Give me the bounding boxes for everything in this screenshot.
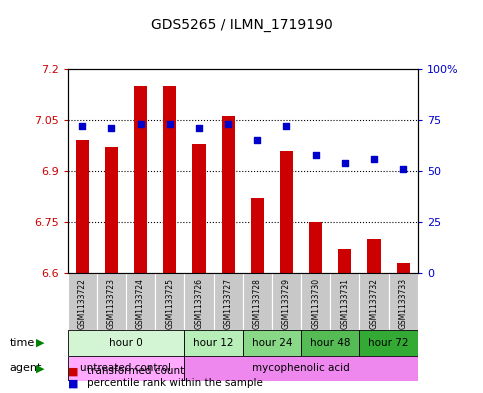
Text: GSM1133732: GSM1133732	[369, 278, 379, 329]
Text: GSM1133723: GSM1133723	[107, 278, 116, 329]
Text: hour 24: hour 24	[252, 338, 292, 348]
Text: hour 72: hour 72	[369, 338, 409, 348]
Text: hour 48: hour 48	[310, 338, 351, 348]
Text: GSM1133725: GSM1133725	[165, 278, 174, 329]
Text: percentile rank within the sample: percentile rank within the sample	[87, 378, 263, 388]
Point	[78, 123, 86, 129]
Text: GSM1133722: GSM1133722	[78, 278, 87, 329]
Bar	[309, 222, 322, 273]
Point	[224, 121, 232, 127]
Text: ▶: ▶	[36, 338, 45, 348]
Point	[399, 166, 407, 172]
Bar	[359, 330, 418, 356]
Text: transformed count: transformed count	[87, 366, 184, 376]
Point	[195, 125, 203, 131]
Bar	[185, 273, 213, 330]
Point	[254, 137, 261, 143]
Text: hour 12: hour 12	[193, 338, 234, 348]
Bar	[222, 116, 235, 273]
Point	[370, 156, 378, 162]
Point	[137, 121, 144, 127]
Bar	[192, 144, 205, 273]
Bar	[97, 273, 126, 330]
Point	[166, 121, 173, 127]
Bar	[185, 330, 242, 356]
Bar	[397, 263, 410, 273]
Bar	[134, 86, 147, 273]
Text: hour 0: hour 0	[109, 338, 143, 348]
Text: GSM1133731: GSM1133731	[341, 278, 349, 329]
Bar	[213, 273, 243, 330]
Text: GSM1133727: GSM1133727	[224, 278, 233, 329]
Bar	[280, 151, 293, 273]
Bar	[76, 140, 89, 273]
Text: GSM1133733: GSM1133733	[398, 278, 408, 329]
Bar	[68, 273, 97, 330]
Bar	[242, 273, 272, 330]
Text: GSM1133726: GSM1133726	[195, 278, 203, 329]
Bar	[330, 273, 359, 330]
Bar	[301, 273, 330, 330]
Point	[341, 160, 349, 166]
Bar	[389, 273, 418, 330]
Text: time: time	[10, 338, 35, 348]
Text: ■: ■	[68, 366, 78, 376]
Text: ▶: ▶	[36, 364, 45, 373]
Text: GSM1133729: GSM1133729	[282, 278, 291, 329]
Bar	[338, 249, 352, 273]
Bar	[301, 330, 359, 356]
Text: GSM1133728: GSM1133728	[253, 278, 262, 329]
Bar	[272, 273, 301, 330]
Bar	[105, 147, 118, 273]
Bar	[185, 356, 418, 381]
Text: untreated control: untreated control	[81, 364, 171, 373]
Point	[108, 125, 115, 131]
Text: GSM1133724: GSM1133724	[136, 278, 145, 329]
Bar	[126, 273, 155, 330]
Text: mycophenolic acid: mycophenolic acid	[252, 364, 350, 373]
Text: GSM1133730: GSM1133730	[311, 278, 320, 329]
Point	[312, 151, 320, 158]
Text: ■: ■	[68, 378, 78, 388]
Bar	[68, 356, 185, 381]
Text: agent: agent	[10, 364, 42, 373]
Point	[283, 123, 290, 129]
Text: GDS5265 / ILMN_1719190: GDS5265 / ILMN_1719190	[151, 18, 332, 32]
Bar	[242, 330, 301, 356]
Bar	[251, 198, 264, 273]
Bar	[359, 273, 389, 330]
Bar	[155, 273, 185, 330]
Bar	[368, 239, 381, 273]
Bar	[68, 330, 185, 356]
Bar	[163, 86, 176, 273]
